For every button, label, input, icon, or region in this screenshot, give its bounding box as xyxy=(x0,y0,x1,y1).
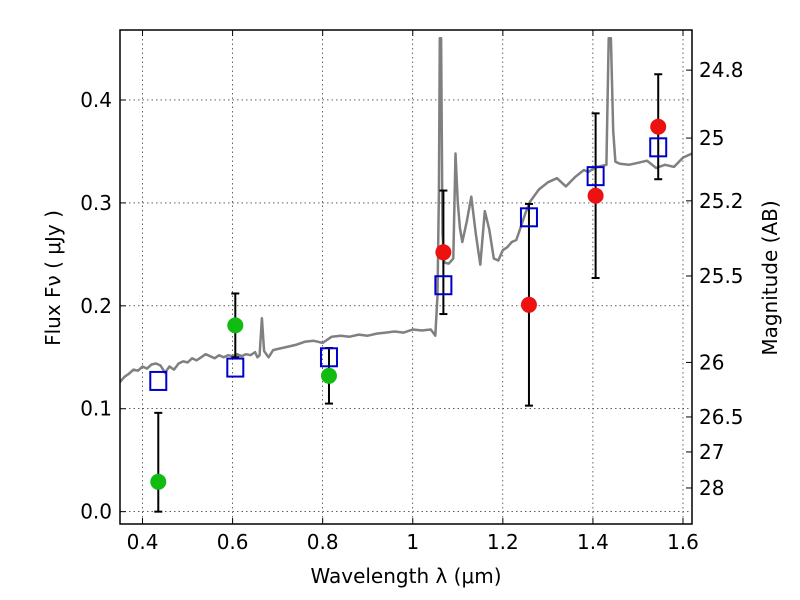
model-photometry-square xyxy=(434,275,453,296)
plot-area xyxy=(120,36,692,513)
model-photometry-square xyxy=(226,357,245,378)
y-right-tick-label: 26.5 xyxy=(699,405,744,429)
grid xyxy=(120,30,692,524)
model-photometry-square xyxy=(149,370,168,391)
y-tick-label: 0.3 xyxy=(80,191,112,215)
y-tick-label: 0.2 xyxy=(80,294,112,318)
y-right-tick-label: 25.5 xyxy=(699,264,744,288)
nir-point xyxy=(435,244,452,261)
y-right-tick-label: 25.2 xyxy=(699,189,744,213)
model-spectrum-line xyxy=(120,36,692,383)
model-photometry-square xyxy=(586,166,605,187)
x-axis-title: Wavelength λ (μm) xyxy=(310,564,501,588)
x-tick-label: 1 xyxy=(406,530,419,554)
axis-ticks: 0.4 0.6 0.8 1 1.2 1.4 1.6 0.0 0.1 0.2 0.3 0.4 24.8 25… xyxy=(80,30,744,554)
nir-point xyxy=(520,296,537,313)
optical-point xyxy=(227,317,244,334)
x-tick-label: 1.2 xyxy=(487,530,519,554)
y-axis-right-title: Magnitude (AB) xyxy=(758,200,782,355)
y-tick-label: 0.4 xyxy=(80,88,112,112)
x-tick-label: 1.6 xyxy=(667,530,699,554)
y-right-tick-label: 28 xyxy=(699,476,724,500)
model-photometry-square xyxy=(519,207,538,228)
y-tick-label: 0.0 xyxy=(80,500,112,524)
model-photometry-square xyxy=(649,137,668,158)
y-tick-label: 0.1 xyxy=(80,397,112,421)
nir-point xyxy=(587,187,604,204)
model-photometry-square xyxy=(319,347,338,368)
y-right-tick-label: 24.8 xyxy=(699,58,744,82)
x-tick-label: 0.6 xyxy=(217,530,249,554)
plot-frame xyxy=(119,29,693,525)
x-tick-label: 0.4 xyxy=(127,530,159,554)
x-tick-label: 0.8 xyxy=(307,530,339,554)
x-tick-label: 1.4 xyxy=(577,530,609,554)
y-right-tick-label: 26 xyxy=(699,350,724,374)
optical-point xyxy=(150,473,167,490)
y-axis-title: Flux Fν ( μJy ) xyxy=(41,210,65,346)
y-right-tick-label: 27 xyxy=(699,440,724,464)
optical-point xyxy=(320,367,337,384)
nir-point xyxy=(650,118,667,135)
y-right-tick-label: 25 xyxy=(699,126,724,150)
